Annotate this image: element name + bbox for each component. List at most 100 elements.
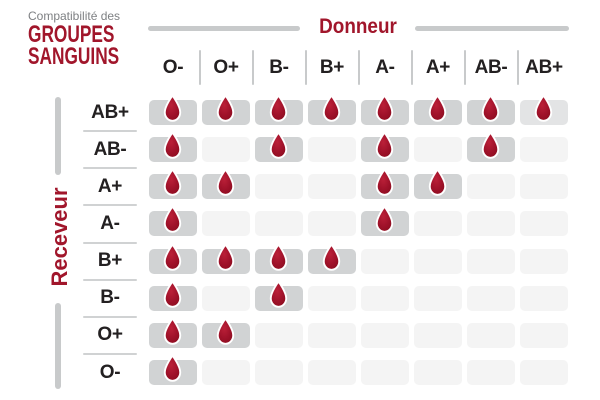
blood-drop-icon — [322, 94, 341, 122]
blood-drop-icon — [163, 317, 182, 345]
column-divider — [198, 50, 201, 85]
row-divider — [83, 130, 137, 133]
chart-title: Compatibilité des GROUPES SANGUINS — [28, 8, 155, 69]
column-divider — [410, 50, 413, 85]
column-header-O-: O- — [162, 56, 184, 78]
cell-B--AB- — [467, 285, 515, 311]
column-header-A-: A- — [375, 56, 395, 78]
blood-drop-icon — [375, 131, 394, 159]
blood-drop-icon — [163, 131, 182, 159]
cell-AB+-A+ — [414, 94, 462, 125]
cell-AB+-O+ — [202, 94, 250, 125]
cell-O--B- — [255, 360, 303, 386]
cell-O+-A- — [361, 322, 409, 348]
cell-O--O+ — [202, 360, 250, 386]
cell-B+-B- — [255, 243, 303, 274]
cell-A+-O- — [149, 168, 197, 200]
column-header-A+: A+ — [425, 56, 451, 78]
cell-O+-A+ — [414, 322, 462, 348]
column-divider — [463, 50, 466, 85]
blood-drop-icon — [163, 168, 182, 197]
row-divider — [83, 315, 137, 318]
donor-axis-label: Donneur — [319, 15, 397, 38]
cell-B--O- — [149, 280, 197, 311]
cell-AB+-AB- — [467, 94, 515, 125]
blood-drop-icon — [322, 243, 341, 271]
receiver-axis-line-top — [55, 97, 61, 175]
cell-O--A- — [361, 360, 409, 386]
cell-O+-AB+ — [520, 322, 568, 348]
row-divider — [83, 278, 137, 281]
blood-drop-icon — [216, 168, 235, 197]
blood-drop-icon — [375, 94, 394, 122]
cell-B+-A+ — [414, 248, 462, 274]
cell-A--A+ — [414, 211, 462, 237]
receiver-axis-label: Receveur — [47, 187, 72, 287]
column-header-AB+: AB+ — [525, 56, 563, 78]
blood-drop-icon — [269, 280, 288, 308]
compatibility-grid — [149, 94, 569, 386]
cell-B+-AB- — [467, 248, 515, 274]
column-header-AB-: AB- — [474, 56, 508, 78]
blood-drop-icon — [216, 317, 235, 345]
cell-A+-AB- — [467, 174, 515, 200]
cell-AB--AB- — [467, 131, 515, 163]
cell-O--AB+ — [520, 360, 568, 386]
column-header-B-: B- — [269, 56, 289, 78]
row-header-O-: O- — [99, 361, 121, 383]
blood-drop-icon — [163, 354, 182, 382]
row-header-AB+: AB+ — [91, 101, 129, 123]
cell-AB+-A- — [361, 94, 409, 125]
cell-O--A+ — [414, 360, 462, 386]
cell-AB--O- — [149, 131, 197, 163]
row-header-AB-: AB- — [93, 138, 127, 160]
cell-A+-B+ — [308, 174, 356, 200]
cell-AB+-B- — [255, 94, 303, 125]
cell-B+-O- — [149, 243, 197, 274]
cell-O--B+ — [308, 360, 356, 386]
cell-AB--B- — [255, 131, 303, 163]
blood-drop-icon — [216, 243, 235, 271]
cell-B+-B+ — [308, 243, 356, 274]
cell-A--B+ — [308, 211, 356, 237]
column-headers: O- O+ B- B+ A- A+ AB- AB+ — [149, 49, 569, 86]
cell-AB--A+ — [414, 137, 462, 163]
row-header-B+: B+ — [97, 250, 123, 272]
column-divider — [251, 50, 254, 85]
cell-B--B+ — [308, 285, 356, 311]
row-header-B-: B- — [100, 287, 120, 309]
cell-O+-B+ — [308, 322, 356, 348]
row-divider — [83, 204, 137, 207]
cell-O--O- — [149, 354, 197, 386]
cell-B--AB+ — [520, 285, 568, 311]
blood-drop-icon — [375, 206, 394, 234]
blood-drop-icon — [534, 94, 553, 122]
cell-AB--A- — [361, 131, 409, 163]
receiver-axis-line-bottom — [55, 303, 61, 389]
cell-AB+-O- — [149, 94, 197, 125]
blood-drop-icon — [163, 206, 182, 234]
blood-drop-icon — [428, 168, 447, 197]
column-header-O+: O+ — [213, 56, 239, 78]
cell-B+-AB+ — [520, 248, 568, 274]
cell-O+-AB- — [467, 322, 515, 348]
cell-A--A- — [361, 206, 409, 237]
blood-drop-icon — [163, 94, 182, 122]
cell-A--B- — [255, 211, 303, 237]
row-header-A+: A+ — [97, 175, 123, 197]
cell-A--O- — [149, 206, 197, 237]
cell-A--AB- — [467, 211, 515, 237]
row-divider — [83, 167, 137, 170]
cell-O+-O+ — [202, 317, 250, 348]
cell-A+-A- — [361, 168, 409, 200]
cell-A--AB+ — [520, 211, 568, 237]
cell-A--O+ — [202, 211, 250, 237]
cell-A+-AB+ — [520, 174, 568, 200]
column-divider — [516, 50, 519, 85]
cell-A+-A+ — [414, 168, 462, 200]
cell-O+-B- — [255, 322, 303, 348]
row-divider — [83, 353, 137, 356]
blood-drop-icon — [216, 94, 235, 122]
blood-drop-icon — [163, 243, 182, 271]
